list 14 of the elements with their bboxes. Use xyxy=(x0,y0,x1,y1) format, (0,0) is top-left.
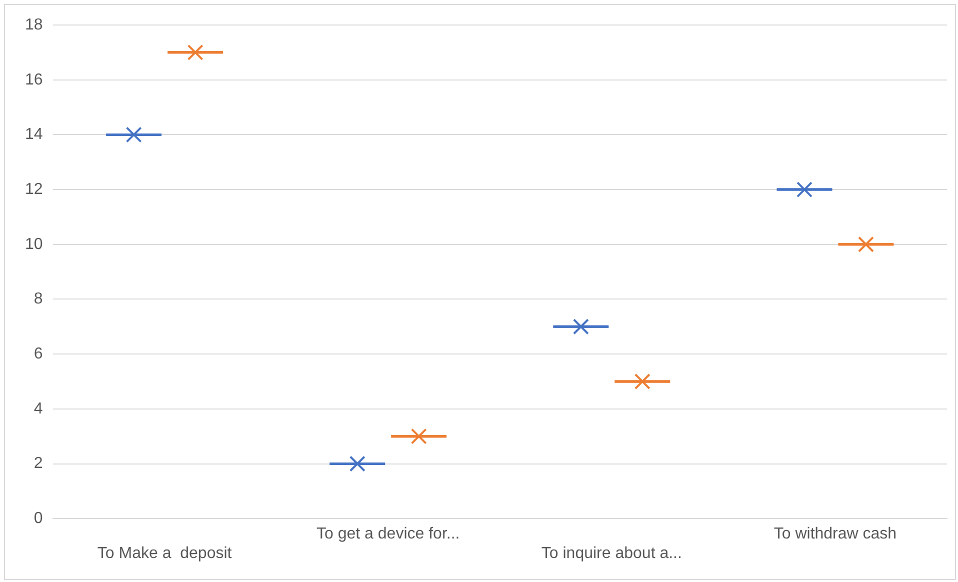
y-tick-label: 14 xyxy=(25,126,43,144)
y-tick-label: 2 xyxy=(34,455,43,472)
y-tick-label: 16 xyxy=(25,71,43,88)
y-tick-label: 18 xyxy=(25,16,43,34)
x-tick-label: To withdraw cash xyxy=(774,526,897,543)
y-tick-label: 10 xyxy=(25,236,43,253)
y-tick-label: 0 xyxy=(34,510,43,528)
x-tick-label: To inquire about a... xyxy=(541,544,682,562)
x-tick-label: To Make a deposit xyxy=(97,544,232,562)
y-tick-label: 4 xyxy=(34,400,43,418)
y-tick-label: 6 xyxy=(34,345,43,362)
y-tick-label: 8 xyxy=(34,290,43,308)
x-tick-label: To get a device for... xyxy=(316,526,460,543)
y-tick-label: 12 xyxy=(25,180,43,198)
